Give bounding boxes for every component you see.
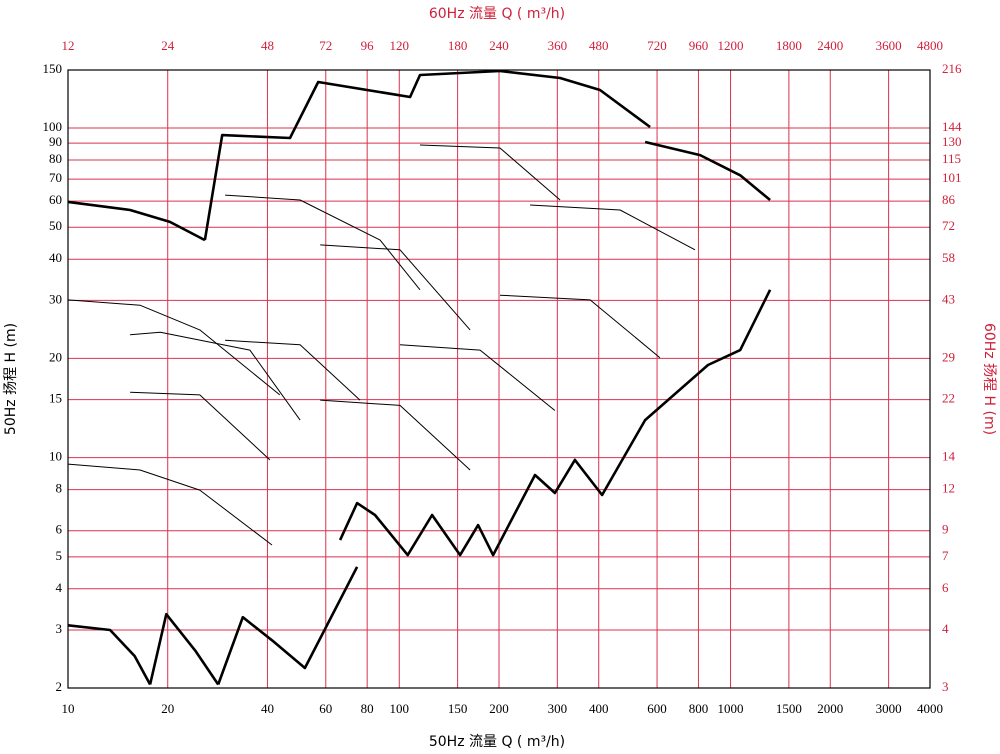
- x-tick-label: 1000: [718, 701, 744, 716]
- x-tick-label: 2000: [817, 701, 843, 716]
- y-tick-label: 90: [49, 134, 62, 149]
- x2-tick-label: 48: [261, 38, 274, 53]
- y2-tick-label: 101: [942, 170, 962, 185]
- x-tick-label: 100: [390, 701, 410, 716]
- x-tick-label: 300: [548, 701, 568, 716]
- y-tick-label: 80: [49, 151, 62, 166]
- y2-tick-label: 72: [942, 218, 955, 233]
- y2-tick-label: 12: [942, 481, 955, 496]
- pump-curve: [67, 200, 206, 242]
- y-axis-title: 50Hz 扬程 H (m): [3, 323, 19, 435]
- pump-curve: [644, 140, 771, 202]
- x2-tick-label: 1200: [718, 38, 744, 53]
- y2-tick-label: 7: [942, 548, 949, 563]
- x-tick-label: 1500: [776, 701, 802, 716]
- y-tick-label: 8: [56, 481, 63, 496]
- x2-tick-label: 360: [548, 38, 568, 53]
- x2-tick-label: 180: [448, 38, 468, 53]
- y-tick-label: 2: [56, 679, 63, 694]
- y2-axis-title: 60Hz 扬程 H (m): [981, 323, 997, 435]
- x-tick-label: 80: [361, 701, 374, 716]
- y-tick-label: 70: [49, 170, 62, 185]
- x-tick-label: 200: [489, 701, 509, 716]
- y2-tick-label: 130: [942, 134, 962, 149]
- x-tick-label: 150: [448, 701, 468, 716]
- y2-tick-label: 4: [942, 621, 949, 636]
- x2-tick-label: 240: [489, 38, 509, 53]
- pump-curve: [320, 399, 471, 471]
- y2-tick-label: 9: [942, 522, 949, 537]
- y2-tick-label: 22: [942, 391, 955, 406]
- x2-tick-label: 12: [62, 38, 75, 53]
- y2-tick-label: 115: [942, 151, 961, 166]
- pump-curve: [530, 204, 696, 251]
- y2-tick-label: 144: [942, 119, 962, 134]
- y-tick-label: 15: [49, 391, 62, 406]
- y2-tick-label: 14: [942, 449, 956, 464]
- y2-tick-label: 29: [942, 349, 955, 364]
- x2-tick-label: 3600: [876, 38, 902, 53]
- pump-curve: [67, 299, 281, 396]
- pump-curve: [225, 339, 361, 401]
- pump-curve: [203, 69, 651, 241]
- pump-curve: [499, 294, 661, 359]
- x2-tick-label: 2400: [817, 38, 843, 53]
- y-tick-label: 10: [49, 449, 62, 464]
- y2-tick-label: 3: [942, 679, 949, 694]
- pump-curve: [225, 194, 421, 291]
- pump-curve: [338, 289, 772, 557]
- y2-tick-label: 216: [942, 61, 962, 76]
- y-tick-label: 4: [56, 580, 63, 595]
- pump-curve: [320, 244, 471, 331]
- x2-tick-label: 4800: [917, 38, 943, 53]
- y2-tick-label: 6: [942, 580, 949, 595]
- pump-curve: [130, 331, 301, 421]
- x2-tick-label: 96: [361, 38, 375, 53]
- y-tick-label: 20: [49, 349, 62, 364]
- y-tick-label: 50: [49, 218, 62, 233]
- y-tick-label: 30: [49, 291, 62, 306]
- y-tick-label: 150: [43, 61, 63, 76]
- pump-curve: [67, 624, 152, 686]
- y2-tick-label: 43: [942, 291, 955, 306]
- x2-tick-label: 960: [689, 38, 709, 53]
- chart-title: 60Hz 流量 Q ( m³/h): [429, 6, 565, 22]
- y2-tick-label: 58: [942, 250, 955, 265]
- x-tick-label: 600: [647, 701, 667, 716]
- x-tick-label: 400: [589, 701, 609, 716]
- y-tick-label: 100: [43, 119, 63, 134]
- x2-tick-label: 720: [647, 38, 667, 53]
- pump-curve: [419, 144, 561, 201]
- x-tick-label: 60: [319, 701, 332, 716]
- y-tick-label: 6: [56, 522, 63, 537]
- y-tick-label: 5: [56, 548, 63, 563]
- pump-curve: [399, 344, 556, 411]
- pump-curve: [148, 612, 220, 686]
- x2-tick-label: 1800: [776, 38, 802, 53]
- y2-tick-label: 86: [942, 192, 956, 207]
- x-tick-label: 10: [62, 701, 75, 716]
- pump-curve: [130, 391, 271, 461]
- x2-tick-label: 24: [161, 38, 175, 53]
- x-tick-label: 40: [261, 701, 274, 716]
- pump-curve: [216, 566, 359, 685]
- x-tick-label: 800: [689, 701, 709, 716]
- x2-tick-label: 120: [390, 38, 410, 53]
- x2-tick-label: 480: [589, 38, 609, 53]
- x2-tick-label: 72: [319, 38, 332, 53]
- x-tick-label: 3000: [876, 701, 902, 716]
- y-tick-label: 60: [49, 192, 62, 207]
- pump-curve: [67, 463, 273, 546]
- x-tick-label: 20: [161, 701, 174, 716]
- x-axis-title: 50Hz 流量 Q ( m³/h): [429, 734, 565, 750]
- x-tick-label: 4000: [917, 701, 943, 716]
- y-tick-label: 40: [49, 250, 62, 265]
- y-tick-label: 3: [56, 621, 63, 636]
